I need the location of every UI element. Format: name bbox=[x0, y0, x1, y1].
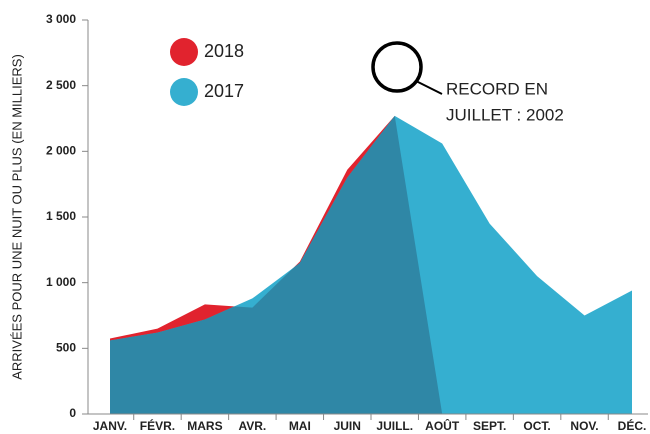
area-overlap bbox=[110, 115, 443, 414]
legend-swatch bbox=[170, 78, 198, 106]
legend-swatch bbox=[170, 38, 198, 66]
y-tick-label: 1 000 bbox=[46, 275, 76, 289]
x-tick-label: AOÛT bbox=[425, 418, 460, 433]
annotation-line bbox=[415, 80, 443, 95]
annotation: RECORD EN bbox=[446, 79, 548, 98]
x-tick-label: MARS bbox=[187, 419, 222, 433]
y-tick-label: 2 500 bbox=[46, 78, 76, 92]
x-tick-label: JUILL. bbox=[376, 419, 413, 433]
y-tick-label: 1 500 bbox=[46, 209, 76, 223]
x-tick-label: AVR. bbox=[238, 419, 266, 433]
x-tick-label: MAI bbox=[289, 419, 311, 433]
annotation-circle bbox=[371, 41, 423, 93]
x-tick-label: FÉVR. bbox=[140, 418, 175, 433]
x-tick-label: DÉC. bbox=[618, 418, 647, 433]
x-tick-label: OCT. bbox=[523, 419, 550, 433]
x-tick-label: SEPT. bbox=[473, 419, 506, 433]
x-tick-label: JUIN bbox=[334, 419, 361, 433]
y-tick-label: 500 bbox=[56, 341, 76, 355]
y-axis-label: ARRIVÉES POUR UNE NUIT OU PLUS (EN MILLI… bbox=[9, 54, 24, 380]
y-tick-label: 2 000 bbox=[46, 144, 76, 158]
y-tick-label: 3 000 bbox=[46, 12, 76, 26]
x-tick-label: NOV. bbox=[570, 419, 598, 433]
legend-label: 2017 bbox=[204, 81, 244, 101]
annotation: JUILLET : 2002 bbox=[446, 105, 564, 124]
y-tick-label: 0 bbox=[69, 406, 76, 420]
x-tick-label: JANV. bbox=[93, 419, 127, 433]
legend-label: 2018 bbox=[204, 41, 244, 61]
